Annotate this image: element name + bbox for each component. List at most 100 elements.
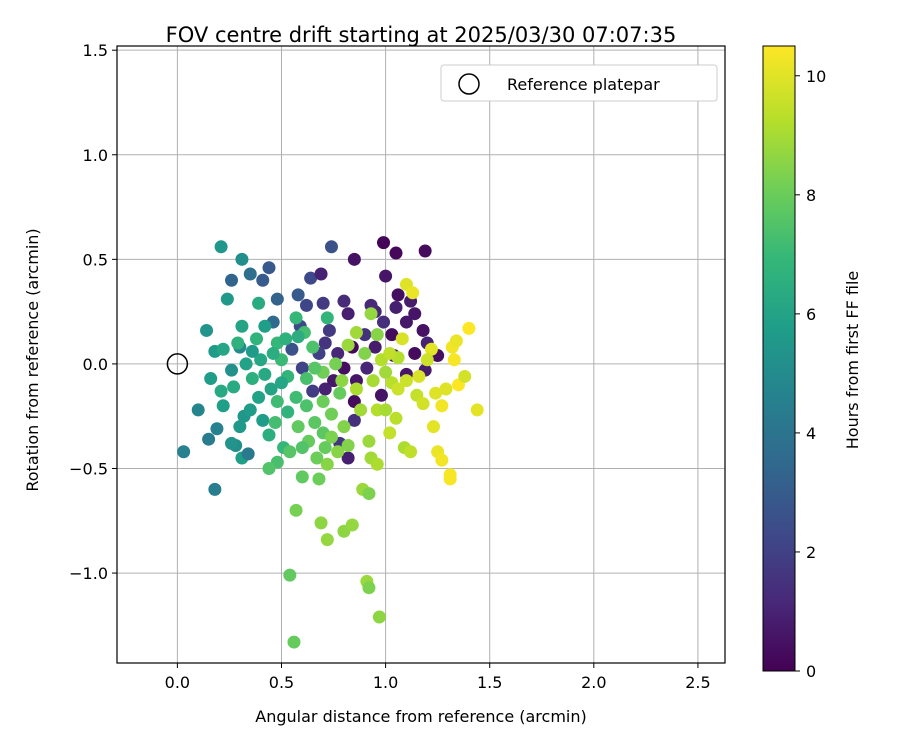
- data-point: [295, 361, 309, 375]
- y-tick-label: 1.5: [83, 41, 108, 60]
- y-axis-ticks: −1.0 −0.5 0.0 0.5 1.0 1.5: [69, 41, 117, 583]
- data-point: [210, 422, 224, 436]
- x-axis-label: Angular distance from reference (arcmin): [255, 707, 586, 726]
- data-point: [429, 386, 443, 400]
- data-point: [256, 273, 270, 287]
- data-point: [250, 332, 264, 346]
- data-point: [377, 236, 391, 250]
- data-point: [439, 382, 453, 396]
- data-point: [329, 357, 343, 371]
- data-point: [252, 390, 266, 404]
- data-points: [177, 236, 484, 649]
- data-point: [370, 457, 384, 471]
- data-point: [341, 338, 355, 352]
- y-tick-label: −1.0: [69, 564, 108, 583]
- data-point: [420, 353, 434, 367]
- data-point: [262, 261, 276, 275]
- data-point: [289, 311, 303, 325]
- data-point: [227, 380, 241, 394]
- data-point: [216, 399, 230, 413]
- data-point: [262, 428, 276, 442]
- data-point: [335, 374, 349, 388]
- data-point: [202, 432, 216, 446]
- data-point: [291, 420, 305, 434]
- data-point: [341, 451, 355, 465]
- data-point: [235, 252, 249, 266]
- data-point: [291, 330, 305, 344]
- data-point: [314, 267, 328, 281]
- y-tick-label: 0.5: [83, 250, 108, 269]
- data-point: [304, 271, 318, 285]
- data-point: [289, 503, 303, 517]
- data-point: [347, 413, 361, 427]
- data-point: [241, 447, 255, 461]
- data-point: [264, 382, 278, 396]
- data-point: [299, 399, 313, 413]
- data-point: [349, 326, 363, 340]
- colorbar: [762, 45, 796, 672]
- data-point: [341, 307, 355, 321]
- data-point: [279, 332, 293, 346]
- data-point: [360, 361, 374, 375]
- data-point: [258, 367, 272, 381]
- data-point: [177, 445, 191, 459]
- data-point: [333, 386, 347, 400]
- data-point: [470, 403, 484, 417]
- colorbar-label: Hours from first FF file: [843, 271, 862, 450]
- data-point: [316, 395, 330, 409]
- data-point: [274, 376, 288, 390]
- data-point: [245, 372, 259, 386]
- data-point: [310, 451, 324, 465]
- data-point: [256, 413, 270, 427]
- x-tick-label: 0.5: [269, 673, 294, 692]
- data-point: [349, 382, 363, 396]
- x-tick-label: 0.0: [165, 673, 190, 692]
- x-axis-ticks: 0.0 0.5 1.0 1.5 2.0 2.5: [165, 663, 711, 692]
- legend-open-circle-marker: [458, 73, 480, 95]
- colorbar-tick-label: 8: [806, 186, 816, 205]
- data-point: [383, 426, 397, 440]
- data-point: [231, 336, 245, 350]
- data-point: [404, 445, 418, 459]
- x-tick-label: 1.5: [477, 673, 502, 692]
- colorbar-tick-label: 10: [806, 67, 826, 86]
- data-point: [331, 445, 345, 459]
- data-point: [447, 353, 461, 367]
- data-point: [320, 457, 334, 471]
- data-point: [216, 342, 230, 356]
- data-point: [379, 269, 393, 283]
- data-point: [214, 240, 228, 254]
- data-point: [318, 441, 332, 455]
- data-point: [285, 342, 299, 356]
- data-point: [254, 353, 268, 367]
- data-point: [214, 384, 228, 398]
- data-point: [295, 470, 309, 484]
- colorbar-tick-label: 6: [806, 305, 816, 324]
- y-tick-label: −0.5: [69, 459, 108, 478]
- y-axis-label: Rotation from reference (arcmin): [23, 228, 42, 491]
- plot-frame: [116, 45, 726, 664]
- chart-title: FOV centre drift starting at 2025/03/30 …: [166, 23, 677, 47]
- data-point: [318, 336, 332, 350]
- data-point: [418, 244, 432, 258]
- data-point: [462, 321, 476, 335]
- data-point: [426, 420, 440, 434]
- data-point: [289, 390, 303, 404]
- data-point: [389, 411, 403, 425]
- data-point: [408, 346, 422, 360]
- data-point: [362, 581, 376, 595]
- x-tick-label: 2.5: [685, 673, 710, 692]
- data-point: [320, 311, 334, 325]
- data-point: [283, 445, 297, 459]
- data-point: [364, 307, 378, 321]
- data-point: [314, 516, 328, 530]
- x-tick-label: 1.0: [373, 673, 398, 692]
- data-point: [358, 346, 372, 360]
- data-point: [366, 374, 380, 388]
- data-point: [412, 369, 426, 383]
- data-point: [262, 461, 276, 475]
- reference-marker-layer: [166, 353, 189, 375]
- data-point: [322, 323, 336, 337]
- data-point: [379, 403, 393, 417]
